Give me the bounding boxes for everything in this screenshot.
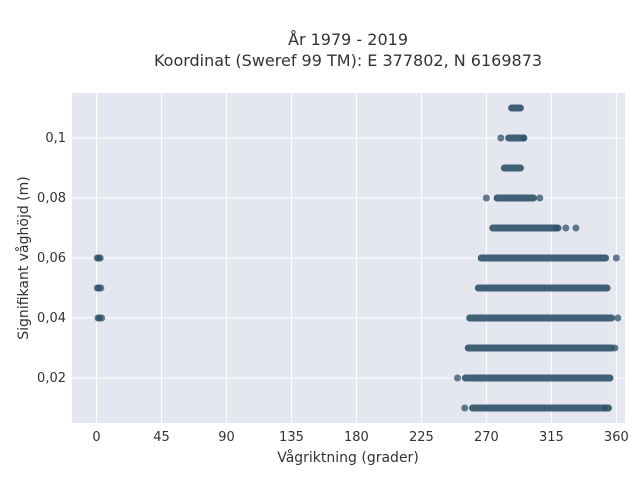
x-tick-label: 90	[218, 430, 235, 445]
y-tick-label: 0,06	[37, 251, 66, 266]
data-point	[611, 344, 619, 352]
x-tick-label: 0	[92, 430, 100, 445]
data-point	[454, 374, 462, 382]
data-point	[552, 224, 560, 232]
x-tick-label: 315	[539, 430, 564, 445]
chart-title-line1: År 1979 - 2019	[288, 30, 408, 49]
data-point	[96, 254, 104, 262]
y-axis-label: Signifikant våghöjd (m)	[15, 176, 32, 339]
data-point	[461, 404, 469, 412]
chart-title-line2: Koordinat (Sweref 99 TM): E 377802, N 61…	[154, 51, 542, 70]
data-point	[497, 134, 505, 142]
data-point	[536, 194, 544, 202]
data-point	[482, 194, 490, 202]
y-axis-ticks: 0,02 0,04 0,06 0,08 0,1	[37, 131, 66, 386]
x-tick-label: 45	[153, 430, 170, 445]
data-point	[601, 404, 609, 412]
data-band	[474, 284, 611, 292]
y-tick-label: 0,04	[37, 311, 66, 326]
y-tick-label: 0,1	[45, 131, 66, 146]
data-band	[461, 374, 614, 382]
y-tick-label: 0,08	[37, 191, 66, 206]
x-axis-label: Vågriktning (grader)	[277, 449, 419, 466]
x-axis-ticks: 0 45 90 135 180 225 270 315 360	[92, 430, 628, 445]
data-band	[464, 344, 615, 352]
y-tick-label: 0,02	[37, 371, 66, 386]
data-band	[508, 104, 524, 112]
x-tick-label: 225	[409, 430, 434, 445]
data-points	[93, 104, 622, 412]
data-point	[612, 254, 620, 262]
data-point	[614, 314, 622, 322]
data-band	[466, 314, 615, 322]
data-point	[98, 314, 106, 322]
x-tick-label: 270	[474, 430, 499, 445]
data-band	[489, 224, 562, 232]
data-band	[500, 164, 524, 172]
data-point	[97, 284, 105, 292]
data-point	[572, 224, 580, 232]
x-tick-label: 135	[279, 430, 304, 445]
data-band	[493, 194, 537, 202]
data-band	[477, 254, 610, 262]
data-point	[520, 134, 528, 142]
data-band	[469, 404, 613, 412]
data-point	[562, 224, 570, 232]
x-tick-label: 360	[604, 430, 629, 445]
x-tick-label: 180	[344, 430, 369, 445]
